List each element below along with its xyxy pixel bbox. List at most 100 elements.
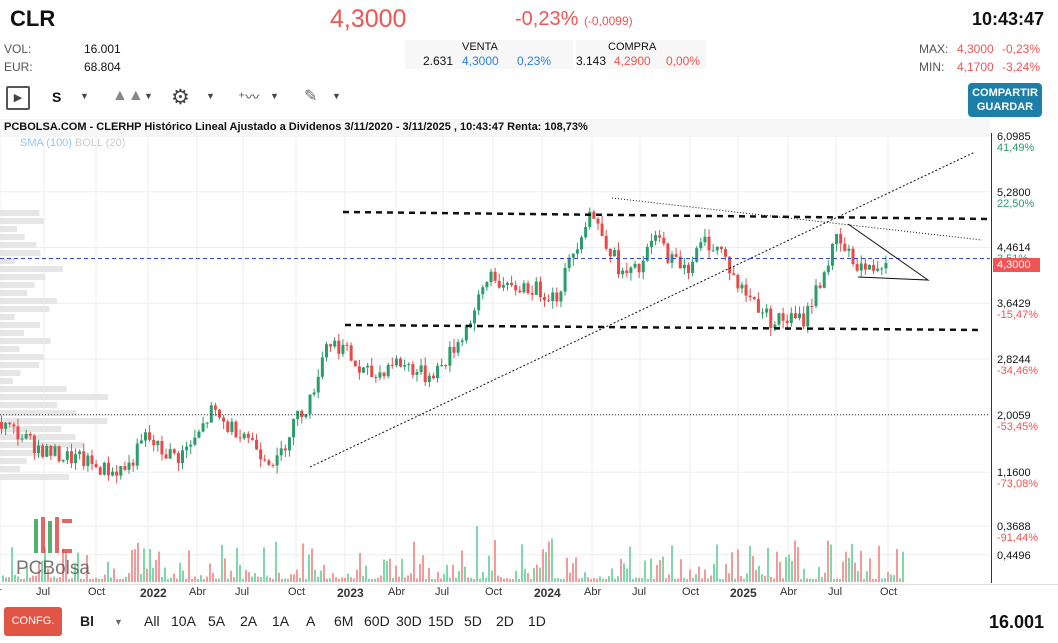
candle (189, 444, 193, 447)
candle (855, 264, 859, 271)
candle (370, 365, 374, 378)
sma-label: SMA (100) (20, 137, 72, 149)
candle (82, 451, 86, 466)
volume-bar (710, 575, 712, 582)
ticker-symbol: CLR (10, 6, 56, 31)
candle (621, 270, 625, 275)
range-5a[interactable]: 5A (208, 613, 226, 629)
chevron-down-icon[interactable]: ▼ (144, 91, 153, 101)
x-tick: 2025 (730, 586, 757, 600)
chevron-down-icon[interactable]: ▼ (270, 91, 279, 101)
candle (748, 295, 752, 298)
volume-bar (227, 578, 229, 582)
volume-bar (200, 575, 202, 582)
volume-profile-bar (0, 346, 20, 352)
candle (431, 375, 435, 379)
range-10a[interactable]: 10A (171, 613, 196, 629)
candle (353, 360, 357, 367)
config-button[interactable]: CONFG. (4, 607, 62, 636)
volume-bar (701, 578, 703, 582)
volume-bar (608, 576, 610, 582)
volume-bar (284, 578, 286, 582)
volume-bar (404, 577, 406, 582)
save-label[interactable]: GUARDAR (976, 101, 1034, 113)
candle (238, 437, 242, 439)
candle (263, 459, 267, 461)
volume-bar (887, 571, 889, 582)
candle (222, 417, 226, 422)
range-2a[interactable]: 2A (240, 613, 258, 629)
volume-profile-bar (0, 394, 109, 400)
candle (131, 462, 135, 466)
volume-profile-bar (0, 218, 44, 224)
volume-bar (389, 558, 391, 582)
volume-bar (743, 578, 745, 582)
chart-type-icon[interactable]: ▲▲ (112, 87, 144, 104)
range-60d[interactable]: 60D (364, 613, 390, 629)
volume-bar (644, 560, 646, 582)
candle (448, 346, 452, 366)
candle (218, 409, 222, 418)
candle (654, 235, 658, 241)
period-select[interactable]: S (52, 89, 62, 105)
indicators-icon[interactable]: ⁺〰 (238, 89, 260, 105)
volume-bar (653, 578, 655, 582)
range-30d[interactable]: 30D (396, 613, 422, 629)
y-tick-price: 3,6429 (997, 298, 1031, 311)
range-6m[interactable]: 6M (334, 613, 354, 629)
range-a[interactable]: A (306, 613, 316, 629)
volume-bar (44, 547, 46, 582)
volume-bar (107, 561, 109, 582)
candle (785, 320, 789, 324)
price-chart[interactable] (0, 120, 993, 602)
volume-bar (632, 578, 634, 582)
x-tick: Oct (880, 586, 898, 598)
volume-bar (257, 576, 259, 582)
volume-bar (698, 566, 700, 582)
range-15d[interactable]: 15D (428, 613, 454, 629)
volume-bar (680, 559, 682, 582)
range-5d[interactable]: 5D (464, 613, 482, 629)
gear-icon[interactable]: ⚙ (171, 86, 190, 109)
volume-bar (395, 565, 397, 582)
volume-bar (2, 575, 4, 582)
candle (608, 248, 612, 257)
share-save-button[interactable]: COMPARTIR GUARDAR (968, 83, 1042, 117)
volume-bar (809, 578, 811, 582)
volume-bar (566, 557, 568, 582)
y-tick-pct: -15,47% (997, 309, 1038, 322)
range-2d[interactable]: 2D (496, 613, 514, 629)
volume-bar (110, 577, 112, 582)
draw-tools-icon[interactable]: ✎ (304, 88, 318, 105)
volume-bar (584, 572, 586, 582)
candle (143, 432, 147, 441)
volume-bar (842, 561, 844, 582)
candle (411, 364, 415, 375)
y-tick-pct: -53,45% (997, 420, 1038, 433)
chart-type-select[interactable]: Bl (80, 613, 94, 629)
x-tick: Abr (780, 586, 798, 598)
chevron-down-icon[interactable]: ▼ (206, 91, 215, 101)
volume-bar (176, 578, 178, 582)
y-tick: 0,4496 (997, 550, 1031, 562)
range-1d[interactable]: 1D (528, 613, 546, 629)
volume-bar (230, 570, 232, 582)
share-label[interactable]: COMPARTIR (972, 87, 1038, 99)
range-1a[interactable]: 1A (272, 613, 290, 629)
volume-bar (380, 575, 382, 582)
candle (444, 365, 448, 367)
chevron-down-icon[interactable]: ▼ (80, 91, 89, 101)
volume-bar (677, 578, 679, 582)
volume-bar (365, 565, 367, 582)
volume-bar (758, 565, 760, 582)
volume-bar (671, 545, 673, 582)
volume-bar (572, 563, 574, 582)
range-all[interactable]: All (144, 613, 160, 629)
candle (567, 257, 571, 268)
volume-bar (374, 579, 376, 582)
candle (612, 250, 616, 257)
chevron-down-icon[interactable]: ▼ (332, 91, 341, 101)
chevron-down-icon[interactable]: ▼ (114, 617, 123, 627)
sidebar-toggle-icon[interactable]: ▶ (6, 86, 30, 110)
volume-bar (509, 578, 511, 582)
